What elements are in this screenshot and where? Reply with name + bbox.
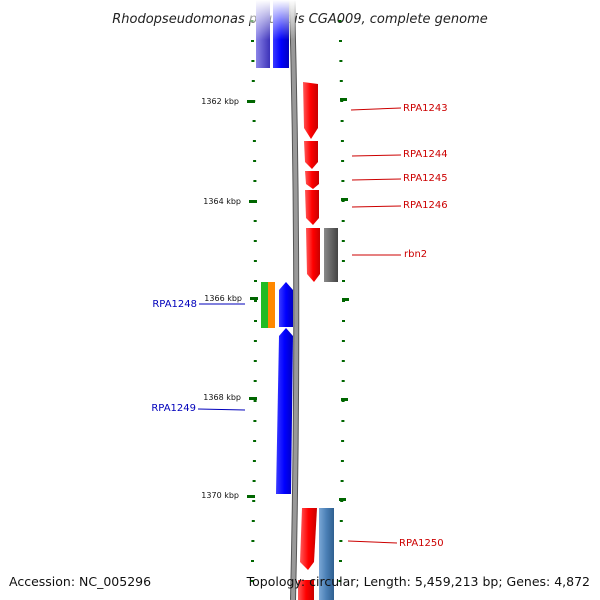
ruler-minor-tick	[253, 240, 257, 242]
ruler-minor-tick	[253, 160, 257, 162]
ruler-minor-tick	[341, 180, 345, 182]
ruler-minor-tick	[253, 360, 257, 362]
label-line-RPA1243	[350, 107, 402, 111]
green-feature[interactable]	[261, 282, 268, 328]
gene-RPA1250[interactable]	[300, 508, 317, 570]
ruler-minor-tick	[341, 420, 345, 422]
ruler-minor-tick	[253, 400, 257, 402]
gene-rbn2[interactable]	[306, 228, 320, 282]
ruler-minor-tick	[253, 420, 257, 422]
ruler-minor-tick	[250, 580, 254, 582]
ruler-minor-tick	[339, 80, 343, 82]
ruler-major-tick	[342, 298, 349, 301]
ruler-minor-tick	[341, 360, 345, 362]
ruler-minor-tick	[251, 560, 254, 562]
ruler-minor-tick	[251, 60, 255, 62]
topology-text: Topology: circular; Length: 5,459,213 bp…	[246, 574, 590, 589]
ruler-minor-tick	[251, 80, 255, 82]
dna-backbone	[290, 0, 299, 600]
ruler-major-tick	[247, 100, 255, 103]
ruler-label-1364: 1364 kbp	[203, 197, 241, 206]
ruler-minor-tick	[338, 580, 342, 582]
label-line-RPA1250	[347, 540, 398, 544]
ruler-minor-tick	[251, 520, 255, 522]
gene-RPA1244[interactable]	[304, 141, 318, 169]
ruler-minor-tick	[340, 140, 344, 142]
ruler-minor-tick	[341, 240, 345, 242]
ruler-minor-tick	[339, 560, 342, 562]
ruler-minor-tick	[341, 440, 345, 442]
ruler-minor-tick	[252, 460, 256, 462]
ruler-minor-tick	[253, 340, 257, 342]
label-line-RPA1246	[351, 205, 402, 208]
ruler-minor-tick	[342, 320, 345, 322]
ruler-minor-tick	[251, 40, 254, 42]
gene-RPA1245[interactable]	[305, 171, 319, 189]
gene-label-RPA1246[interactable]: RPA1246	[403, 200, 448, 211]
map-title: Rhodopseudomonas palustris CGA009, compl…	[112, 12, 488, 27]
ruler-minor-tick	[340, 480, 344, 482]
ruler-minor-tick	[339, 540, 343, 542]
ruler-label-1366: 1366 kbp	[204, 294, 242, 303]
ruler-minor-tick	[251, 540, 255, 542]
ruler-minor-tick	[252, 500, 256, 502]
ruler-major-tick	[341, 398, 348, 401]
steelblue-feature[interactable]	[319, 508, 334, 600]
ruler-minor-tick	[254, 280, 257, 282]
accession-text: Accession: NC_005296	[9, 574, 151, 589]
ruler-major-tick	[249, 200, 257, 203]
ruler-minor-tick	[252, 140, 256, 142]
label-line-RPA1245	[351, 178, 402, 181]
gene-label-RPA1245[interactable]: RPA1245	[403, 173, 448, 184]
ruler-minor-tick	[253, 260, 257, 262]
ruler-label-1362: 1362 kbp	[201, 97, 239, 106]
ruler-minor-tick	[253, 440, 257, 442]
gene-label-RPA1248[interactable]: RPA1248	[152, 299, 197, 310]
ruler-label-1368: 1368 kbp	[203, 393, 241, 402]
ruler-minor-tick	[254, 320, 257, 322]
gene-RPA1246[interactable]	[305, 190, 319, 225]
ruler-minor-tick	[252, 480, 256, 482]
ruler-minor-tick	[342, 280, 345, 282]
grey-feature[interactable]	[324, 228, 338, 282]
ruler-minor-tick	[340, 120, 344, 122]
ruler-major-tick	[339, 498, 346, 501]
ruler-major-tick	[250, 297, 258, 300]
ruler-minor-tick	[254, 300, 257, 302]
gene-label-RPA1250[interactable]: RPA1250	[399, 538, 444, 549]
gene-RPA1249[interactable]	[276, 328, 293, 494]
ruler-minor-tick	[339, 40, 342, 42]
ruler-minor-tick	[338, 20, 342, 22]
ruler-minor-tick	[341, 160, 345, 162]
ruler-minor-tick	[340, 460, 344, 462]
orange-feature[interactable]	[268, 282, 275, 328]
label-line-RPA1244	[351, 154, 402, 157]
red-feature-bottom[interactable]	[298, 580, 314, 600]
ruler-minor-tick	[252, 120, 256, 122]
label-line-RPA1249	[197, 408, 246, 411]
ruler-minor-tick	[341, 260, 345, 262]
gene-label-RPA1249[interactable]: RPA1249	[151, 403, 196, 414]
ruler-major-tick	[247, 495, 255, 498]
ruler-minor-tick	[253, 180, 257, 182]
gene-RPA1248[interactable]	[279, 282, 293, 327]
ruler-major-tick	[340, 98, 347, 101]
ruler-minor-tick	[253, 380, 257, 382]
ruler-minor-tick	[339, 520, 343, 522]
ruler-major-tick	[249, 397, 257, 400]
ruler-minor-tick	[341, 340, 345, 342]
ruler-label-1370: 1370 kbp	[201, 491, 239, 500]
gene-RPA1243[interactable]	[303, 82, 318, 139]
ruler-minor-tick	[253, 220, 257, 222]
gene-label-rbn2[interactable]: rbn2	[404, 249, 427, 260]
ruler-minor-tick	[339, 60, 343, 62]
top-fade	[250, 0, 295, 40]
ruler-minor-tick	[341, 220, 345, 222]
ruler-major-tick	[341, 198, 348, 201]
gene-label-RPA1243[interactable]: RPA1243	[403, 103, 448, 114]
ruler-minor-tick	[341, 380, 345, 382]
gene-label-RPA1244[interactable]: RPA1244	[403, 149, 448, 160]
